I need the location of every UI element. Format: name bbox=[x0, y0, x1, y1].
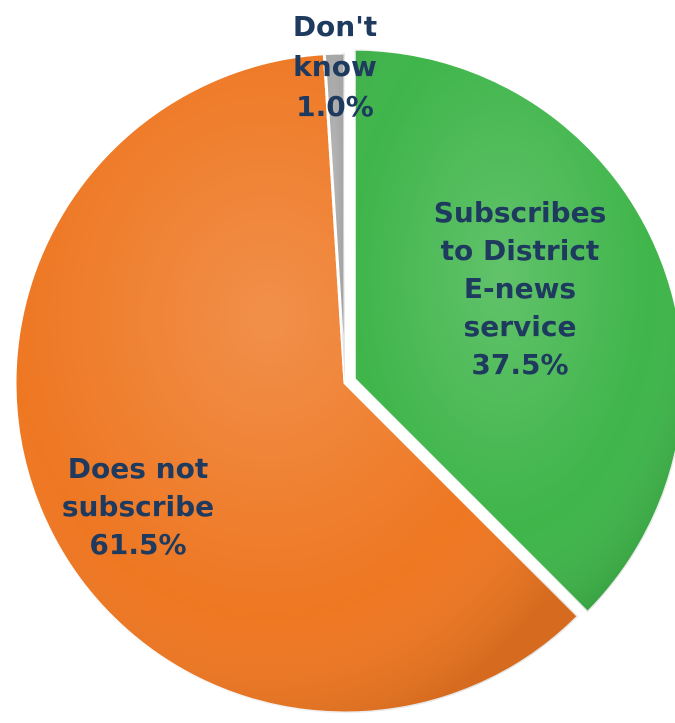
slice-subscribes-shading bbox=[354, 49, 675, 613]
label-dont-know-line: 1.0% bbox=[296, 90, 374, 123]
label-subscribes-line: to District bbox=[441, 234, 600, 267]
pie-slices bbox=[13, 47, 675, 715]
label-dont-know-line: know bbox=[293, 50, 377, 83]
label-does-not-subscribe-line: subscribe bbox=[62, 490, 214, 523]
label-subscribes-line: E-news bbox=[464, 272, 576, 305]
pie-labels: Subscribes to District E-news service 37.5% D… bbox=[62, 10, 606, 561]
label-subscribes-line: Subscribes bbox=[434, 196, 607, 229]
label-dont-know-line: Don't bbox=[293, 10, 377, 43]
label-subscribes-line: 37.5% bbox=[471, 348, 568, 381]
slice-dont-know-shading bbox=[324, 53, 345, 383]
label-does-not-subscribe: Does not subscribe 61.5% bbox=[62, 452, 214, 561]
label-does-not-subscribe-line: Does not bbox=[68, 452, 208, 485]
label-subscribes: Subscribes to District E-news service 37.5% bbox=[434, 196, 607, 381]
label-subscribes-line: service bbox=[464, 310, 577, 343]
slice-does-not-subscribe-shading bbox=[14, 53, 579, 713]
label-dont-know: Don't know 1.0% bbox=[293, 10, 377, 123]
label-does-not-subscribe-line: 61.5% bbox=[89, 528, 186, 561]
